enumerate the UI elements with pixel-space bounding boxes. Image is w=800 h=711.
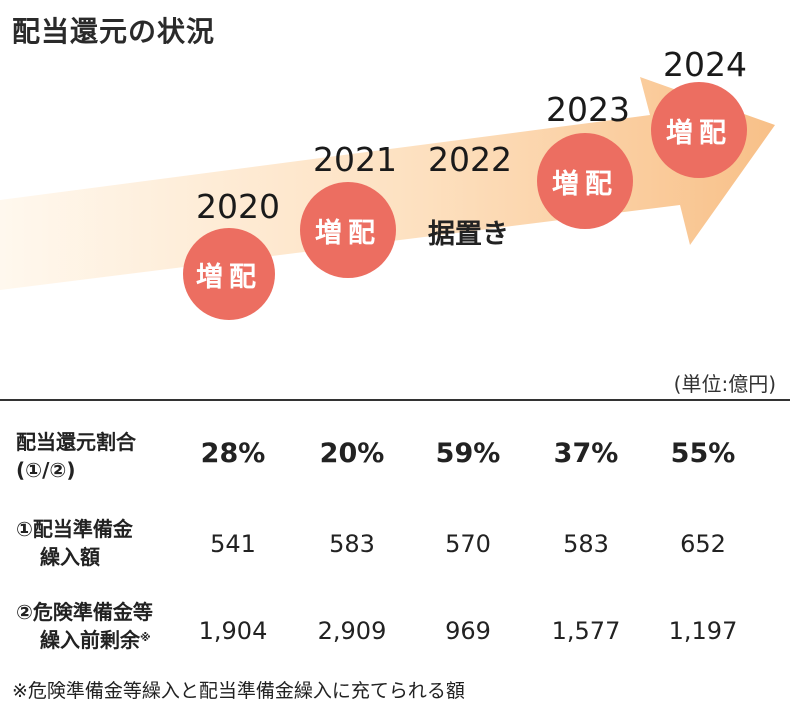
year-label-2021: 2021 (313, 140, 397, 179)
status-bubble-2023: 増配 (537, 133, 633, 229)
status-bubble-2020: 増配 (183, 228, 275, 320)
year-label-2024: 2024 (663, 45, 747, 84)
row-label-surplus: ②危険準備金等 繰入前剰余※ (16, 598, 153, 654)
status-hold-2022: 据置き (428, 219, 509, 250)
row-label-line2: 繰入額 (40, 545, 100, 569)
row-label-line1: ②危険準備金等 (16, 600, 153, 624)
row-label-line2-wrap: 繰入前剰余※ (16, 626, 153, 654)
status-bubble-2024: 増配 (651, 82, 747, 178)
year-label-2020: 2020 (196, 187, 280, 226)
payout-ratio-2020: 28% (200, 438, 266, 469)
unit-label: (単位:億円) (673, 372, 776, 396)
payout-ratio-2021: 20% (319, 438, 385, 469)
footnote-mark: ※ (140, 631, 151, 644)
row-label-payout-ratio: 配当還元割合 (①/②) (16, 428, 136, 484)
surplus-2021: 2,909 (317, 617, 387, 645)
growth-arrow (0, 77, 775, 290)
footnote: ※危険準備金等繰入と配当準備金繰入に充てられる額 (12, 680, 465, 702)
table-divider (0, 399, 790, 401)
page-title: 配当還元の状況 (12, 15, 216, 48)
dividend-reserve-2020: 541 (210, 530, 256, 558)
year-label-2022: 2022 (428, 140, 512, 179)
row-label-line2: 繰入前剰余 (40, 628, 140, 652)
payout-ratio-2024: 55% (670, 438, 736, 469)
status-bubble-2021: 増配 (300, 182, 396, 278)
payout-ratio-2022: 59% (435, 438, 501, 469)
growth-arrow-shape (0, 77, 775, 290)
row-label-line1: ①配当準備金 (16, 517, 133, 541)
surplus-2023: 1,577 (551, 617, 621, 645)
payout-ratio-2023: 37% (553, 438, 619, 469)
row-label-line1: 配当還元割合 (16, 430, 136, 454)
surplus-2024: 1,197 (668, 617, 738, 645)
dividend-reserve-2021: 583 (329, 530, 375, 558)
row-label-line2: (①/②) (16, 458, 76, 482)
dividend-reserve-2023: 583 (563, 530, 609, 558)
dividend-reserve-2024: 652 (680, 530, 726, 558)
year-label-2023: 2023 (546, 90, 630, 129)
surplus-2020: 1,904 (198, 617, 268, 645)
dividend-reserve-2022: 570 (445, 530, 491, 558)
row-label-dividend-reserve: ①配当準備金 繰入額 (16, 515, 133, 571)
surplus-2022: 969 (445, 617, 491, 645)
